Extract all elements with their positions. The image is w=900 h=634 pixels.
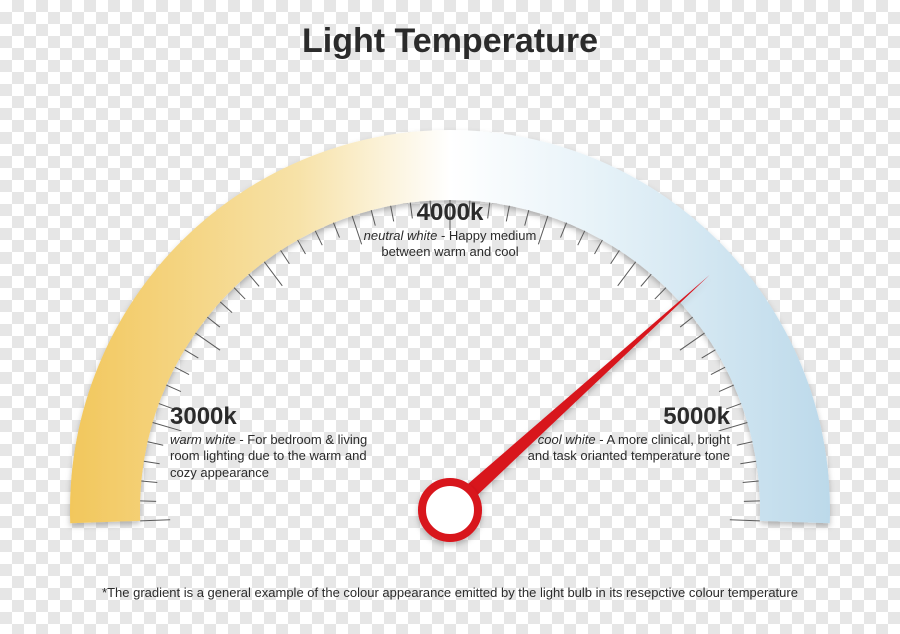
label-5000k-value: 5000k <box>520 402 730 432</box>
label-3000k: 3000k warm white - For bedroom & living … <box>170 402 390 481</box>
chart-title: Light Temperature <box>0 22 900 61</box>
gauge-svg <box>0 0 900 634</box>
label-3000k-value: 3000k <box>170 402 390 432</box>
label-3000k-desc: warm white - For bedroom & living room l… <box>170 432 390 481</box>
gauge-hub <box>422 482 478 538</box>
gauge-infographic: Light Temperature 3000k warm white - For… <box>0 0 900 634</box>
gauge-needle <box>445 275 710 516</box>
label-5000k-desc: cool white - A more clinical, bright and… <box>520 432 730 465</box>
label-4000k-value: 4000k <box>340 198 560 228</box>
footnote: *The gradient is a general example of th… <box>0 585 900 600</box>
label-4000k: 4000k neutral white - Happy medium betwe… <box>340 198 560 261</box>
label-5000k: 5000k cool white - A more clinical, brig… <box>520 402 730 465</box>
label-4000k-desc: neutral white - Happy medium between war… <box>340 228 560 261</box>
